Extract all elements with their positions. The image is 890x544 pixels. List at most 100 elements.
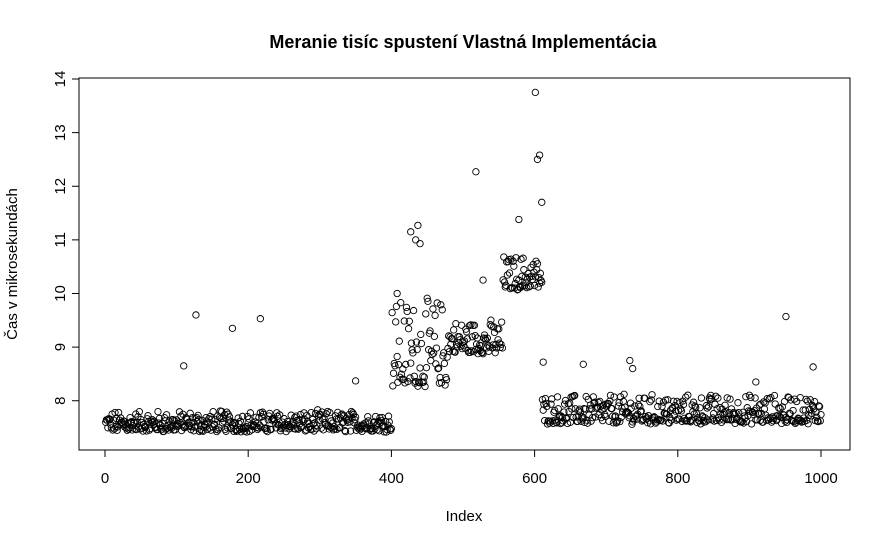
data-point xyxy=(154,407,162,416)
x-tick-label: 400 xyxy=(379,470,404,487)
data-point xyxy=(328,424,336,432)
data-point xyxy=(128,426,136,434)
data-point xyxy=(423,294,431,302)
data-point xyxy=(392,302,401,311)
data-point xyxy=(694,413,702,422)
data-point xyxy=(507,255,515,263)
data-point xyxy=(252,413,260,421)
data-point xyxy=(646,398,654,406)
data-point xyxy=(703,404,711,412)
data-point xyxy=(634,401,643,409)
y-tick-label: 9 xyxy=(52,343,69,351)
data-point xyxy=(256,315,265,323)
data-point xyxy=(554,405,562,413)
data-point xyxy=(533,260,542,268)
data-point xyxy=(767,418,776,426)
data-point xyxy=(712,392,720,400)
data-point xyxy=(113,426,121,434)
data-point xyxy=(435,364,443,372)
data-point xyxy=(412,338,421,346)
data-point xyxy=(535,151,544,159)
data-point xyxy=(686,417,694,425)
data-point xyxy=(612,419,620,427)
data-point xyxy=(364,417,373,425)
data-point xyxy=(351,413,360,421)
data-point xyxy=(236,417,244,425)
data-point xyxy=(672,407,680,415)
data-point xyxy=(666,406,675,414)
data-point xyxy=(389,382,397,390)
data-point xyxy=(629,364,637,373)
data-point xyxy=(605,417,613,425)
data-point xyxy=(776,404,784,412)
x-axis: 0 200 400 600 800 1000 xyxy=(101,449,838,487)
data-point xyxy=(637,407,645,415)
data-point xyxy=(175,408,184,416)
data-point xyxy=(539,406,547,414)
data-point xyxy=(526,282,534,290)
data-point xyxy=(105,416,113,424)
data-point xyxy=(432,344,441,352)
data-point xyxy=(472,168,480,176)
data-point xyxy=(194,411,202,420)
data-point xyxy=(551,406,559,415)
data-point xyxy=(388,308,396,317)
data-point xyxy=(288,418,297,426)
data-point xyxy=(486,320,494,329)
data-point xyxy=(528,272,536,280)
data-point xyxy=(647,396,655,404)
data-point xyxy=(410,372,418,380)
data-point xyxy=(606,391,615,399)
data-point xyxy=(148,416,156,424)
data-point xyxy=(135,407,144,416)
data-point xyxy=(682,393,690,401)
data-point xyxy=(332,415,340,423)
data-point xyxy=(679,400,688,409)
data-point xyxy=(186,409,194,417)
data-point xyxy=(562,414,570,423)
data-point xyxy=(263,424,271,432)
data-point xyxy=(293,424,302,432)
data-point xyxy=(394,360,403,369)
data-point xyxy=(412,236,420,244)
data-point xyxy=(636,402,644,411)
data-point xyxy=(576,405,584,413)
data-point xyxy=(533,155,542,164)
data-point xyxy=(465,321,474,330)
y-tick-label: 13 xyxy=(52,124,69,141)
data-point xyxy=(414,382,422,390)
data-point xyxy=(747,393,755,402)
data-point xyxy=(654,402,662,411)
data-point xyxy=(704,403,713,411)
data-point xyxy=(498,318,506,326)
data-point xyxy=(617,413,625,422)
data-point xyxy=(744,411,752,420)
data-point xyxy=(273,412,282,420)
data-point xyxy=(442,376,451,384)
data-point xyxy=(608,404,616,413)
data-point xyxy=(437,301,445,309)
data-point xyxy=(431,311,439,320)
data-point xyxy=(351,377,360,385)
data-point xyxy=(632,412,640,420)
data-point xyxy=(538,198,546,206)
data-point xyxy=(307,408,315,417)
data-point xyxy=(803,416,811,424)
y-tick-label: 11 xyxy=(52,232,69,248)
data-point xyxy=(408,346,416,354)
data-point xyxy=(430,332,439,341)
data-point xyxy=(312,425,320,433)
data-point xyxy=(742,393,750,401)
data-point xyxy=(538,278,546,286)
data-point xyxy=(490,323,498,331)
data-point xyxy=(338,410,346,418)
data-point xyxy=(271,420,280,428)
data-point xyxy=(455,333,464,341)
data-point xyxy=(596,397,604,405)
data-point xyxy=(543,402,551,411)
data-point xyxy=(815,402,823,410)
data-point xyxy=(631,402,639,410)
data-point xyxy=(644,412,653,420)
data-point xyxy=(620,390,628,398)
